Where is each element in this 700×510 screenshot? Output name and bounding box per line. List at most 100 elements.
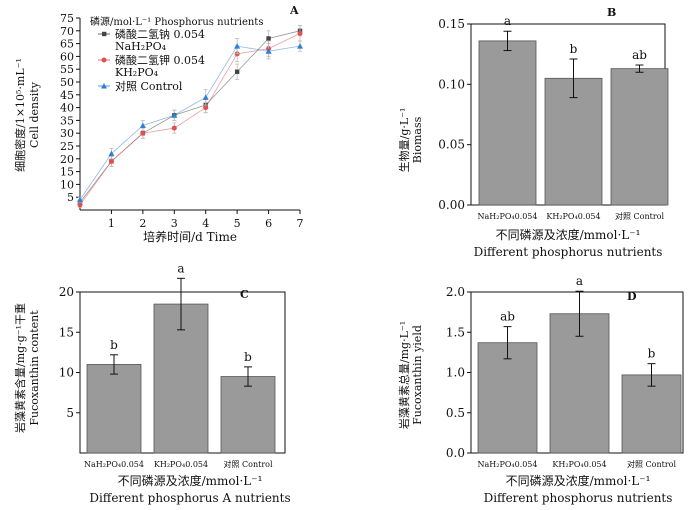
panel-a-x-tick-label: 5 [234, 217, 241, 230]
panel-c-y-tick-label: 10 [59, 366, 74, 380]
panel-a-data-point [108, 150, 115, 157]
panel-c-category-label: 对照 Control [223, 459, 272, 469]
panel-c-significance-label: a [177, 261, 184, 275]
panel-d-y-tick-label: 1.5 [446, 325, 465, 339]
panel-d-bar [477, 342, 538, 454]
panel-a-line-chart: A 磷源/mol·L⁻¹ Phosphorus nutrients 磷酸二氢钠 … [13, 4, 304, 244]
panel-c-bar-chart: C 岩藻黄素含量/mg·g⁻¹干重 Fucoxanthin content 不同… [13, 261, 291, 505]
panel-a-x-tick-label: 1 [108, 217, 115, 230]
panel-b-bar [610, 68, 669, 206]
panel-a-y-tick-label: 25 [60, 140, 74, 153]
panel-a-data-point [140, 130, 146, 136]
panel-a-legend-label: 磷酸二氢钠 0.054 [115, 27, 205, 41]
panel-d-bar [621, 374, 682, 454]
panel-a-y-label: 细胞密度/1×10⁵·mL⁻¹ [13, 58, 27, 172]
panel-d-category-label: KH₂PO₄0.054 [552, 460, 606, 469]
panel-d-category-label: 对照 Control [627, 459, 676, 469]
panel-a-legend-marker [101, 57, 107, 63]
panel-a-data-point [171, 112, 178, 118]
panel-a-legend-sublabel: NaH₂PO₄ [115, 40, 167, 53]
panel-a-y-tick-label: 10 [60, 178, 74, 191]
panel-a-y-tick-label: 55 [60, 63, 74, 76]
panel-b-category-label: KH₂PO₄0.054 [546, 212, 600, 221]
panel-c-bar [86, 364, 142, 454]
panel-a-x-tick-label: 6 [265, 217, 272, 230]
panel-a-y-label-en: Cell density [28, 81, 41, 148]
panel-d-y-tick-label: 0.0 [446, 446, 465, 460]
panel-a-y-tick-label: 65 [60, 38, 74, 51]
panel-a-y-tick-label: 30 [60, 127, 74, 140]
panel-a-data-point [77, 202, 83, 208]
panel-a-x-tick-label: 7 [297, 217, 304, 230]
panel-d-y-tick-label: 2.0 [446, 285, 465, 299]
panel-a-series-line [79, 45, 301, 200]
panel-a-data-point [171, 125, 177, 131]
panel-c-x-label: 不同磷源及浓度/mmol·L⁻¹ [118, 473, 263, 488]
panel-c-y-tick-label: 15 [59, 325, 74, 339]
panel-a-legend-title: 磷源/mol·L⁻¹ Phosphorus nutrients [90, 15, 263, 28]
panel-b-y-tick-label: 0.10 [438, 77, 465, 91]
panel-c-y-label-en: Fucoxanthin content [28, 310, 41, 426]
panel-c-bar [220, 376, 276, 454]
panel-d-significance-label: b [648, 347, 656, 361]
panel-a-x-tick-label: 4 [202, 217, 209, 230]
panel-b-significance-label: a [504, 14, 511, 28]
panel-b-significance-label: ab [632, 48, 647, 62]
panel-a-data-point [202, 94, 209, 100]
panel-b-plot: 0.00 0.05 0.10 0.15 a NaH₂PO₄0.054 b KH₂PO₄0.05… [438, 14, 669, 221]
panel-d-significance-label: a [576, 274, 583, 288]
panel-c-significance-label: b [110, 338, 118, 352]
panel-b-y-tick-label: 0.00 [438, 198, 465, 212]
panel-a-data-point [266, 36, 271, 41]
panel-c-label: C [240, 288, 249, 301]
panel-a-series [77, 25, 303, 208]
panel-a-y-tick-label: 70 [60, 25, 74, 38]
panel-a-y-tick-label: 40 [60, 102, 74, 115]
panel-a-legend-label: 磷酸二氢钾 0.054 [115, 53, 205, 67]
panel-a-y-tick-label: 75 [60, 12, 74, 25]
panel-a-data-point [234, 43, 241, 49]
panel-a-data-point [203, 105, 209, 111]
panel-b-significance-label: b [570, 42, 578, 56]
panel-b-y-tick-label: 0.05 [438, 138, 465, 152]
panel-a-x-tick-label: 2 [139, 217, 146, 230]
panel-a-data-point [108, 158, 114, 164]
panel-a-y-tick-label: 20 [60, 153, 74, 166]
panel-b-y-tick-label: 0.15 [438, 17, 465, 31]
panel-a-data-point [297, 30, 303, 36]
panel-b-category-label: NaH₂PO₄0.054 [477, 212, 537, 221]
panel-b-label: B [607, 6, 616, 19]
panel-a-data-point [297, 43, 303, 49]
panel-d-y-tick-label: 1.0 [446, 366, 465, 380]
panel-c-y-tick-label: 20 [59, 285, 74, 299]
panel-a-y-tick-label: 35 [60, 114, 74, 127]
panel-d-significance-label: ab [500, 310, 515, 324]
panel-c-x-label-en: Different phosphorus A nutrients [89, 491, 290, 505]
panel-d-y-label: 岩藻黄素总量/mg·L⁻¹ [397, 321, 411, 429]
panel-d-x-label: 不同磷源及浓度/mmol·L⁻¹ [506, 473, 651, 488]
panel-c-y-label: 岩藻黄素含量/mg·g⁻¹干重 [13, 303, 27, 433]
panel-d-y-tick-label: 0.5 [446, 406, 465, 420]
panel-c-category-label: KH₂PO₄0.054 [154, 460, 208, 469]
panel-a-y-tick-label: 15 [60, 166, 74, 179]
panel-a-legend-label: 对照 Control [115, 79, 183, 93]
panel-a-series-line [79, 33, 301, 206]
panel-a-data-point [265, 48, 272, 54]
panel-d-plot: 0.0 0.5 1.0 1.5 2.0 ab NaH₂PO₄0.054 a KH₂PO₄0.05… [446, 274, 684, 469]
panel-a-data-point [77, 196, 83, 203]
panel-d-label: D [627, 290, 637, 303]
panel-c-plot: 5 10 15 20 b NaH₂PO₄0.054 a KH₂PO₄0.054 b 对照 Cont… [59, 261, 286, 469]
panel-a-legend-marker [101, 83, 107, 89]
panel-d-y-label-en: Fucoxanthin yield [411, 325, 424, 425]
panel-a-label: A [289, 4, 299, 17]
panel-b-x-label: 不同磷源及浓度/mmol·L⁻¹ [496, 227, 641, 242]
panel-d-bar [549, 313, 610, 454]
panel-c-y-tick-label: 5 [66, 406, 74, 420]
panel-d-category-label: NaH₂PO₄0.054 [477, 460, 537, 469]
panel-c-category-label: NaH₂PO₄0.054 [84, 460, 144, 469]
panel-a-data-point [139, 122, 146, 129]
panel-c-significance-label: b [244, 350, 252, 364]
